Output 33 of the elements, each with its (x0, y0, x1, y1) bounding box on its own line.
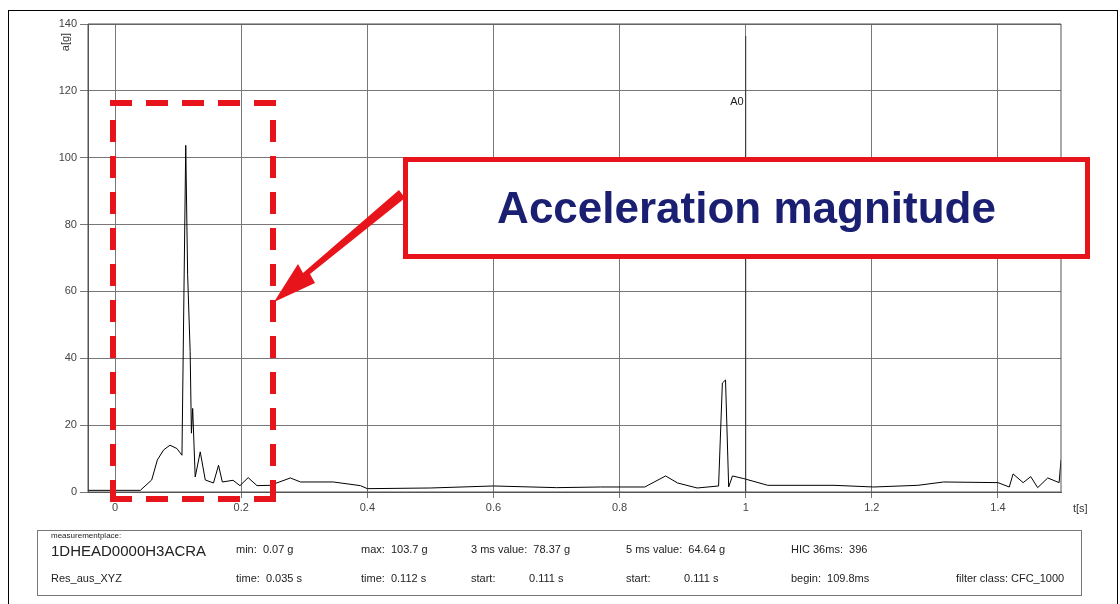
text: min: 0.07 g (236, 543, 294, 555)
y-tick-label: 0 (70, 485, 77, 498)
y-tick-label: 120 (58, 83, 77, 96)
text: 5 ms value: 64.64 g (626, 543, 726, 555)
y-tick-label: 140 (58, 17, 77, 30)
x-tick-label: 0.2 (233, 500, 249, 513)
text: begin: 109.8ms (791, 572, 870, 584)
text: time: 0.035 s (236, 572, 303, 584)
x-tick-label: 1.2 (864, 500, 880, 513)
text: start: 0.111 s (626, 572, 719, 584)
x-axis-title: t[s] (1073, 502, 1088, 515)
x-tick-label: 0.4 (359, 500, 375, 513)
y-tick-label: 60 (64, 284, 77, 297)
text: 1DHEAD0000H3ACRA (51, 542, 207, 559)
ref-line-label: A0 (730, 95, 744, 108)
x-tick-label: 1 (742, 500, 749, 513)
x-tick-label: 0 (112, 500, 119, 513)
text: measurementplace: (51, 531, 122, 540)
x-tick-label: 1.4 (990, 500, 1006, 513)
text: 3 ms value: 78.37 g (471, 543, 571, 555)
y-tick-label: 20 (64, 418, 77, 431)
text: time: 0.112 s (361, 572, 427, 584)
y-tick-label: 80 (64, 217, 77, 230)
text: start: 0.111 s (471, 572, 564, 584)
text: Res_aus_XYZ (51, 572, 122, 584)
y-axis-title: a[g] (59, 32, 72, 52)
x-tick-label: 0.6 (485, 500, 502, 513)
y-tick-label: 40 (64, 351, 77, 364)
y-tick-label: 100 (58, 150, 77, 163)
text: filter class: CFC_1000 (956, 572, 1065, 584)
x-tick-label: 0.8 (611, 500, 628, 513)
text: max: 103.7 g (361, 543, 428, 555)
text: HIC 36ms: 396 (791, 543, 868, 555)
